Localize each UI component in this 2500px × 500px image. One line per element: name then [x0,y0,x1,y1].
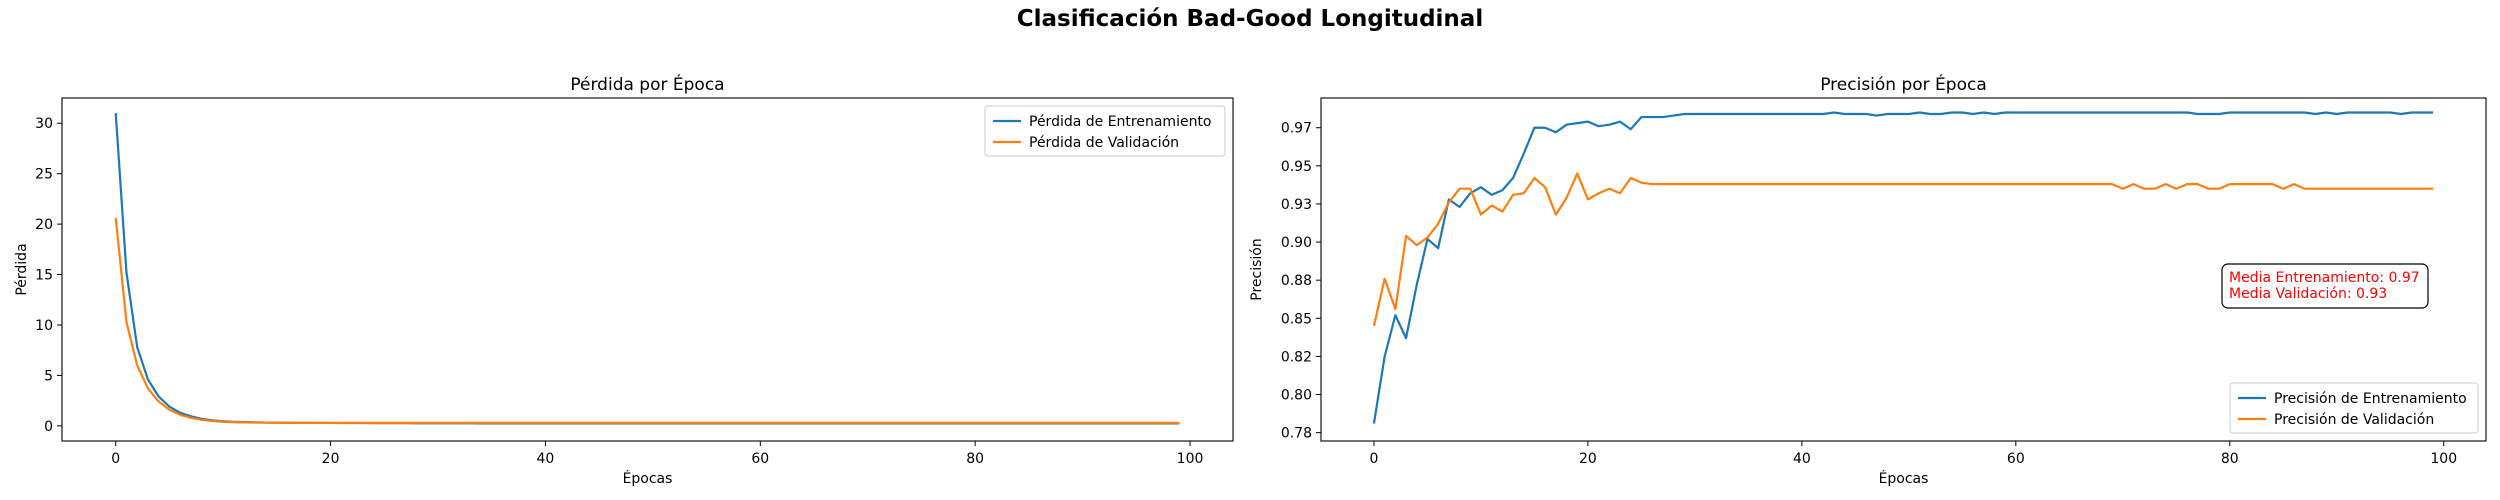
loss-legend-label-1: Pérdida de Entrenamiento [1029,114,1212,130]
acc-legend: Precisión de Entrenamiento Precisión de V… [2229,382,2479,434]
acc-legend-label-1: Precisión de Entrenamiento [2274,391,2467,407]
loss-y-axis-label: Pérdida [14,243,30,295]
loss-xtick-label: 100 [1177,451,1204,467]
acc-ytick-label: 0.95 [1281,159,1312,175]
acc-ytick-label: 0.78 [1281,426,1312,442]
loss-ytick-label: 10 [35,318,53,334]
loss-ytick-label: 0 [44,419,53,435]
acc-xtick-label: 100 [2430,451,2457,467]
acc-annotation-line-1: Media Entrenamiento: 0.97 [2229,270,2420,286]
loss-xtick-label: 40 [537,451,555,467]
acc-legend-label-2: Precisión de Validación [2274,412,2434,428]
acc-ytick-label: 0.82 [1281,349,1312,365]
acc-annotation-box [2221,263,2429,309]
loss-ytick-label: 20 [35,217,53,233]
acc-ytick-label: 0.90 [1281,235,1312,251]
loss-ytick-label: 30 [35,116,53,132]
acc-ytick-label: 0.85 [1281,311,1312,327]
acc-series-line-1 [1372,111,2434,424]
loss-xtick-label: 60 [751,451,769,467]
acc-ytick-label: 0.93 [1281,197,1312,213]
loss-ytick-label: 25 [35,167,53,183]
acc-xtick-label: 0 [1369,451,1378,467]
loss-series-line-1 [114,113,1180,425]
acc-ytick-label: 0.88 [1281,273,1312,289]
acc-series-line-2 [1372,172,2434,327]
acc-annotation-line-2: Media Validación: 0.93 [2229,286,2387,302]
acc-y-axis-label: Precisión [1249,238,1265,300]
acc-xtick-label: 20 [1579,451,1597,467]
loss-xtick-label: 80 [966,451,984,467]
loss-legend: Pérdida de Entrenamiento Pérdida de Valid… [984,105,1226,157]
acc-panel: 0 20 40 60 80 100 0.78 0.80 0.82 0.85 0.88 0.90 0.93… [1249,73,2487,487]
figure-title: Clasificación Bad-Good Longitudinal [1016,6,1484,32]
loss-legend-box [984,105,1226,157]
acc-x-axis-label: Épocas [1879,470,1929,487]
loss-legend-label-2: Pérdida de Validación [1029,135,1179,151]
loss-series-line-2 [114,217,1180,424]
loss-x-axis-label: Épocas [623,470,673,487]
acc-plot-frame [1320,97,2487,442]
loss-panel-title: Pérdida por Época [570,73,724,95]
loss-panel: 0 20 40 60 80 100 0 5 10 15 20 25 30 Pérdida por Époc… [14,73,1234,487]
loss-ytick-label: 5 [44,368,53,384]
loss-xtick-label: 20 [322,451,340,467]
acc-panel-title: Precisión por Época [1820,73,1987,95]
acc-ytick-label: 0.80 [1281,388,1312,404]
loss-ytick-label: 15 [35,268,53,284]
acc-xtick-label: 40 [1793,451,1811,467]
acc-xtick-label: 60 [2007,451,2025,467]
acc-xtick-label: 80 [2221,451,2239,467]
acc-ytick-label: 0.97 [1281,121,1312,137]
loss-xtick-label: 0 [111,451,120,467]
acc-legend-box [2229,382,2479,434]
loss-plot-frame [61,97,1234,442]
